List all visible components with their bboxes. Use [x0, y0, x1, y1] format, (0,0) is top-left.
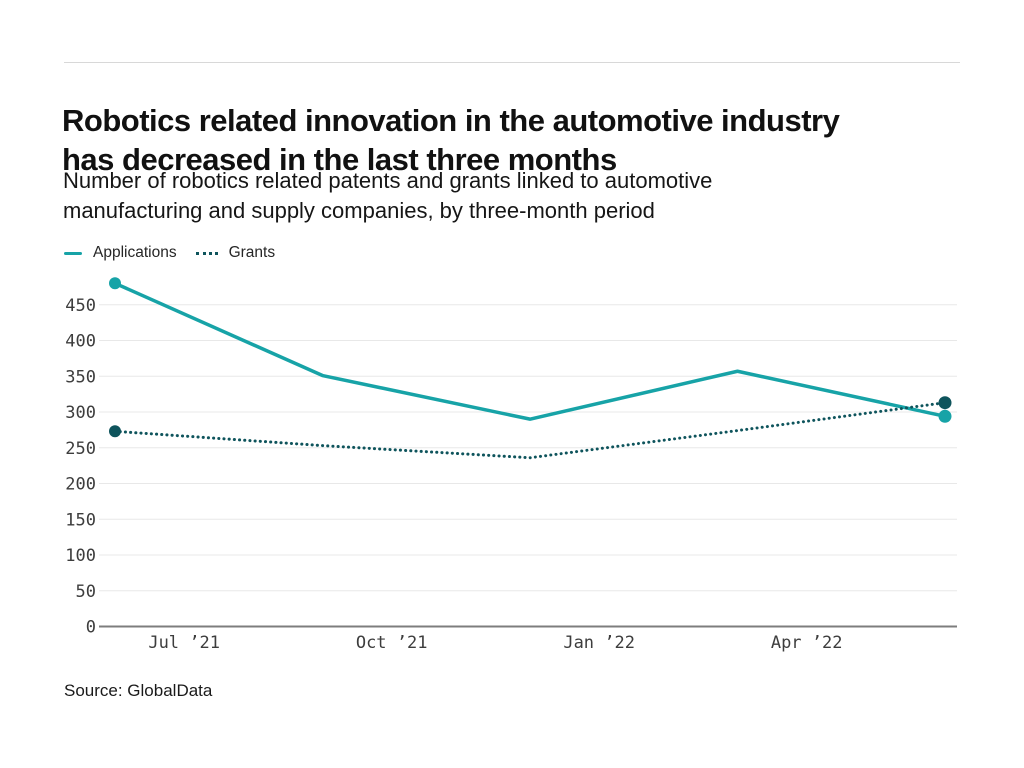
y-tick-label: 250 [65, 439, 96, 459]
legend-label-applications: Applications [93, 244, 177, 261]
x-tick-label: Jul ’21 [148, 633, 220, 653]
grants-start-marker [109, 425, 121, 438]
y-tick-label: 450 [65, 296, 96, 316]
applications-start-marker [109, 277, 121, 290]
grants-end-marker [938, 396, 952, 410]
applications-line [113, 281, 947, 421]
source-attribution: Source: GlobalData [64, 681, 213, 700]
y-tick-label: 400 [65, 332, 96, 352]
page-title-line1: Robotics related innovation in the autom… [62, 102, 840, 138]
x-tick-label: Oct ’21 [356, 633, 428, 653]
page-title: Robotics related innovation in the autom… [62, 101, 962, 179]
applications-end-marker [938, 409, 952, 423]
legend-item-grants[interactable]: Grants [195, 244, 276, 262]
grants-line [113, 401, 947, 460]
y-tick-label: 350 [65, 367, 96, 387]
y-tick-label: 50 [76, 582, 96, 602]
y-tick-label: 200 [65, 475, 96, 495]
chart-subtitle: Number of robotics related patents and g… [63, 166, 963, 226]
y-tick-label: 150 [65, 510, 96, 530]
chart-subtitle-line1: Number of robotics related patents and g… [63, 168, 713, 193]
chart-legend: Applications Grants [64, 243, 275, 263]
x-tick-label: Jan ’22 [563, 633, 635, 653]
grants-dotted-swatch-icon [195, 251, 218, 255]
applications-line-swatch-icon [64, 251, 82, 255]
y-tick-label: 0 [86, 618, 96, 638]
legend-item-applications[interactable]: Applications [64, 244, 177, 262]
y-tick-label: 300 [65, 403, 96, 423]
top-divider [64, 62, 960, 63]
legend-label-grants: Grants [228, 244, 276, 261]
y-tick-label: 100 [65, 546, 96, 566]
chart-subtitle-line2: manufacturing and supply companies, by t… [63, 198, 655, 223]
x-tick-label: Apr ’22 [771, 633, 843, 653]
page-title-line2: has decreased in the last three months [62, 141, 617, 177]
